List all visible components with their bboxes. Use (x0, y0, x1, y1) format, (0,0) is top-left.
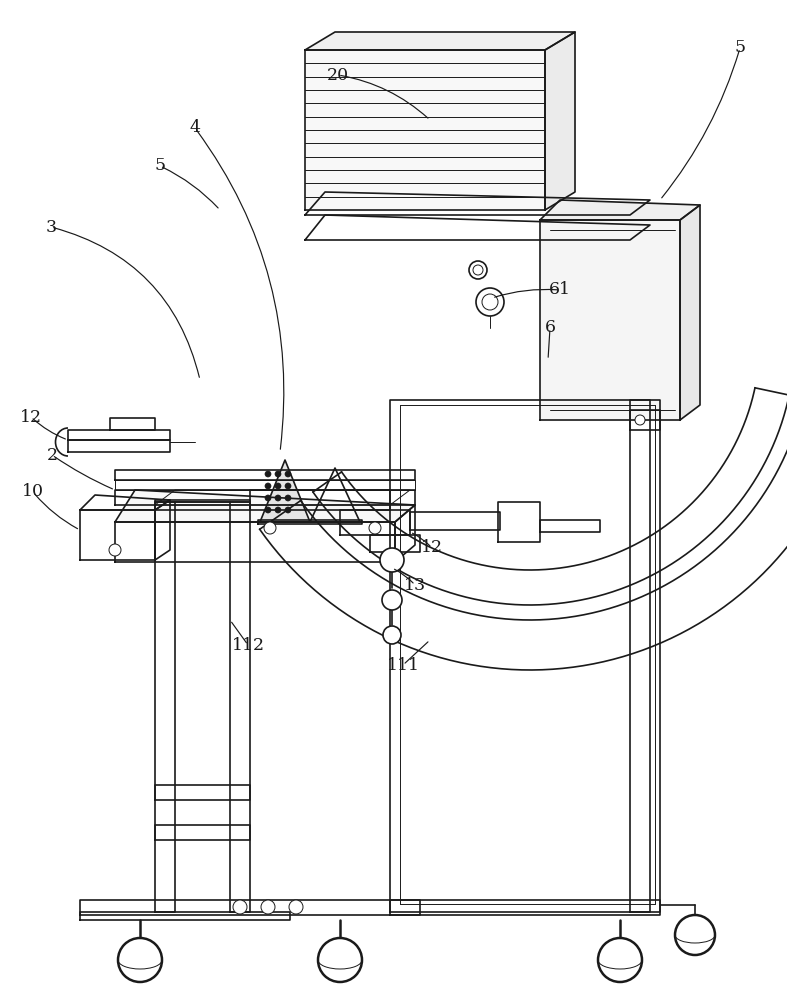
Text: 2: 2 (46, 446, 57, 464)
Polygon shape (305, 50, 545, 210)
Circle shape (469, 261, 487, 279)
Polygon shape (545, 32, 575, 210)
Circle shape (265, 495, 271, 501)
Circle shape (275, 471, 281, 477)
Text: 6: 6 (545, 320, 556, 336)
Text: 5: 5 (734, 39, 745, 56)
Circle shape (380, 548, 404, 572)
Polygon shape (305, 32, 575, 50)
Circle shape (118, 938, 162, 982)
Text: 111: 111 (386, 656, 419, 674)
Text: 12: 12 (421, 540, 443, 556)
Text: 13: 13 (404, 576, 426, 593)
Circle shape (473, 265, 483, 275)
Text: 10: 10 (22, 484, 44, 500)
Circle shape (265, 483, 271, 489)
Circle shape (275, 483, 281, 489)
Text: 5: 5 (154, 157, 165, 174)
Circle shape (482, 294, 498, 310)
Circle shape (264, 522, 276, 534)
Circle shape (275, 495, 281, 501)
Circle shape (635, 415, 645, 425)
Circle shape (285, 483, 291, 489)
Circle shape (598, 938, 642, 982)
Circle shape (383, 626, 401, 644)
Text: 61: 61 (549, 282, 571, 298)
Circle shape (675, 915, 715, 955)
Polygon shape (680, 205, 700, 420)
Polygon shape (260, 460, 310, 522)
Circle shape (476, 288, 504, 316)
Circle shape (275, 507, 281, 513)
Circle shape (289, 900, 303, 914)
Polygon shape (115, 490, 415, 522)
Circle shape (382, 590, 402, 610)
Text: 20: 20 (327, 66, 349, 84)
Circle shape (265, 471, 271, 477)
Polygon shape (540, 200, 700, 220)
Circle shape (285, 507, 291, 513)
Text: 112: 112 (231, 637, 264, 654)
Circle shape (285, 471, 291, 477)
Text: 3: 3 (46, 219, 57, 235)
Text: 4: 4 (190, 119, 201, 136)
Text: 12: 12 (20, 408, 42, 426)
Circle shape (265, 507, 271, 513)
Circle shape (285, 495, 291, 501)
Circle shape (261, 900, 275, 914)
Circle shape (318, 938, 362, 982)
Circle shape (233, 900, 247, 914)
Circle shape (109, 544, 121, 556)
Polygon shape (540, 220, 680, 420)
Circle shape (369, 522, 381, 534)
